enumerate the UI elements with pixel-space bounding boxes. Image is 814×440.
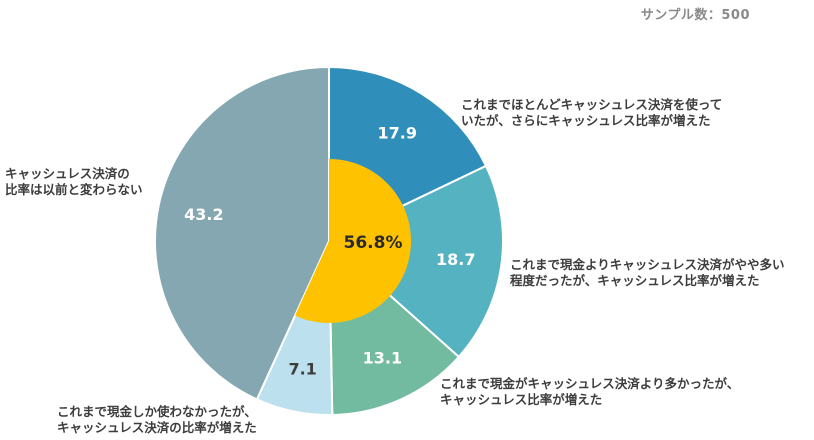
legend-segment-1-line-2: いたが、さらにキャッシュレス比率が増えた — [461, 113, 711, 128]
legend-segment-1-line-1: これまでほとんどキャッシュレス決済を使って — [461, 97, 723, 112]
legend-segment-5-line-2: 比率は以前と変わらない — [5, 182, 143, 197]
legend-segment-5-line-1: キャッシュレス決済の — [5, 166, 130, 181]
center-highlight-wedge — [295, 159, 412, 323]
legend-segment-5: キャッシュレス決済の 比率は以前と変わらない — [5, 166, 143, 198]
legend-segment-2: これまで現金よりキャッシュレス決済がやや多い 程度だったが、キャッシュレス比率が… — [510, 257, 785, 289]
legend-segment-3-line-1: これまで現金がキャッシュレス決済より多かったが、 — [440, 376, 740, 391]
slice-label-5: 43.2 — [184, 205, 223, 224]
legend-segment-3: これまで現金がキャッシュレス決済より多かったが、 キャッシュレス比率が増えた — [440, 376, 739, 408]
slice-label-4: 7.1 — [288, 359, 316, 378]
legend-segment-1: これまでほとんどキャッシュレス決済を使って いたが、さらにキャッシュレス比率が増… — [461, 97, 722, 129]
legend-segment-4-line-2: キャッシュレス決済の比率が増えた — [57, 420, 257, 435]
slice-label-1: 17.9 — [378, 124, 417, 143]
slice-label-3: 13.1 — [363, 348, 402, 367]
pie-slice-2 — [327, 164, 504, 359]
center-total-label: 56.8% — [344, 233, 403, 253]
legend-segment-4: これまで現金しか使わなかったが、 キャッシュレス決済の比率が増えた — [57, 404, 257, 436]
pie-slice-5 — [154, 65, 330, 401]
slice-label-2: 18.7 — [436, 250, 475, 269]
sample-size-label: サンプル数：500 — [640, 8, 750, 23]
legend-segment-4-line-1: これまで現金しか使わなかったが、 — [57, 404, 257, 419]
legend-segment-2-line-1: これまで現金よりキャッシュレス決済がやや多い — [510, 257, 785, 272]
legend-segment-3-line-2: キャッシュレス比率が増えた — [440, 392, 603, 407]
legend-segment-2-line-2: 程度だったが、キャッシュレス比率が増えた — [510, 273, 760, 288]
